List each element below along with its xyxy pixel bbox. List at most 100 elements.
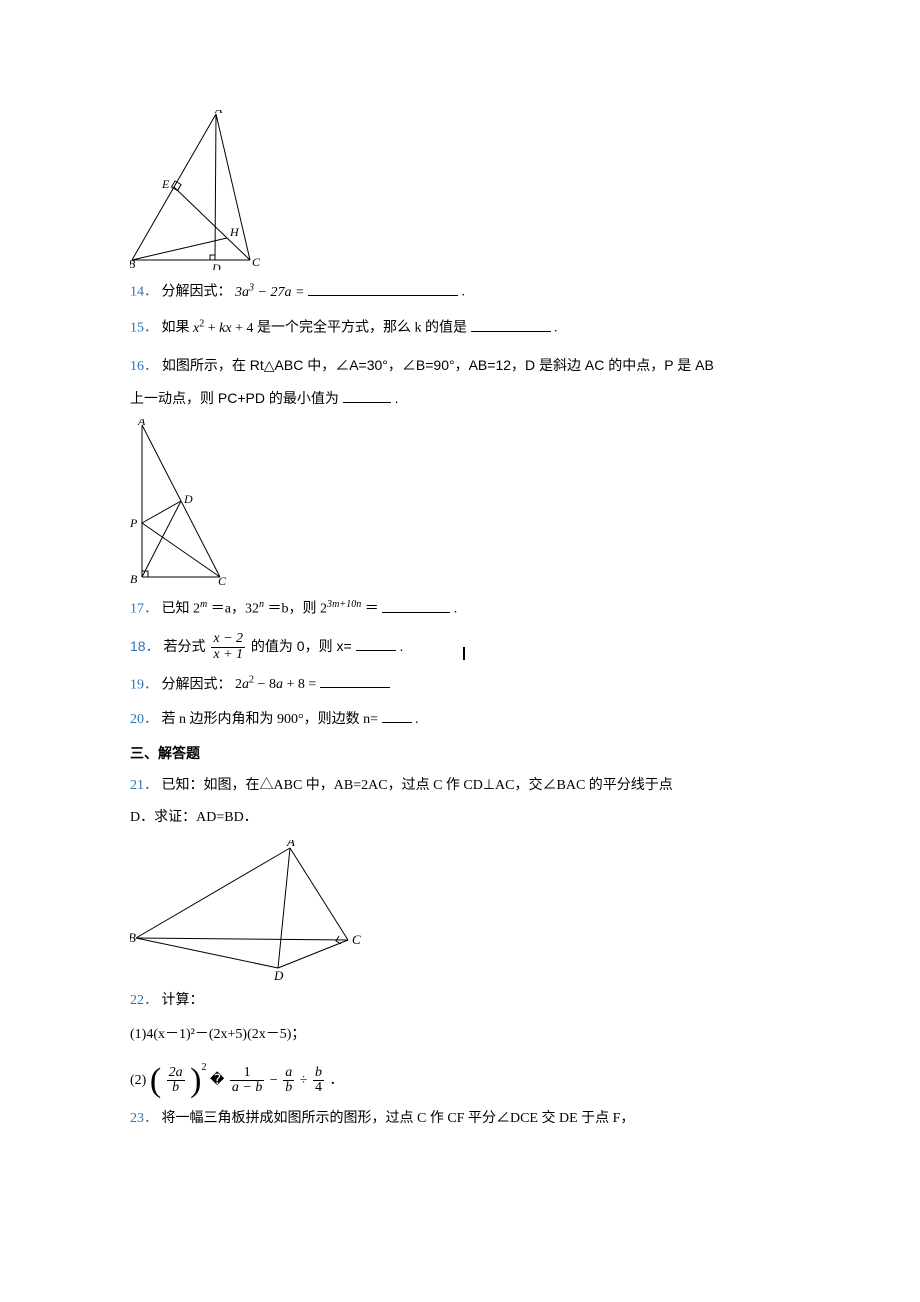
qnum-15: 15． — [130, 321, 158, 336]
qnum-20: 20． — [130, 712, 158, 727]
svg-text:A: A — [214, 110, 223, 116]
q17-mid3: ＝ — [365, 602, 379, 617]
q22-tail: ． — [329, 1073, 343, 1088]
svg-text:C: C — [352, 932, 361, 947]
question-17: 17． 已知 2m ＝a，32n ＝b，则 23m+10n ＝ . — [130, 595, 790, 623]
q16-post: . — [395, 390, 399, 406]
q14-blank — [308, 282, 458, 295]
section-3-title: 三、解答题 — [130, 744, 790, 765]
question-16: 16． 如图所示，在 Rt△ABC 中，∠A=30°，∠B=90°，AB=12，… — [130, 351, 790, 381]
q15-blank — [471, 319, 551, 332]
q17-blank — [382, 599, 450, 612]
q22-p2-prefix: (2) — [130, 1073, 146, 1088]
q19-pre: 分解因式： — [162, 677, 232, 692]
q18-post: . — [399, 638, 403, 654]
q22-f1-num: 1 — [230, 1066, 264, 1081]
cursor-marker — [460, 644, 468, 665]
svg-text:A: A — [137, 419, 146, 428]
q17-mid1: ＝a，32 — [211, 602, 259, 617]
qnum-18: 18． — [130, 638, 160, 654]
q18-frac-num: x − 2 — [211, 632, 245, 647]
q22-f2-num: a — [283, 1066, 294, 1081]
q21-line2: D．求证：AD=BD． — [130, 810, 258, 825]
q18-frac-den: x + 1 — [211, 647, 245, 663]
svg-text:A: A — [286, 840, 295, 849]
svg-text:C: C — [218, 574, 227, 587]
q22-part1: (1)4(x－1)²－(2x+5)(2x－5)； — [130, 1022, 790, 1049]
q14-post: . — [461, 285, 465, 300]
svg-text:P: P — [130, 516, 138, 530]
q22-f3-num: b — [313, 1066, 324, 1081]
q17-exp2: n — [259, 599, 264, 610]
q18-pre: 若分式 — [163, 638, 209, 654]
q15-pre: 如果 — [162, 321, 194, 336]
q14-pre: 分解因式： — [162, 285, 232, 300]
q15-math: x2 + kx + 4 — [193, 321, 254, 336]
q22-f1: 1 a − b — [228, 1066, 266, 1096]
question-14: 14． 分解因式： 3a3 − 27a = . — [130, 278, 790, 306]
question-23: 23． 将一幅三角板拼成如图所示的图形，过点 C 作 CF 平分∠DCE 交 D… — [130, 1106, 790, 1133]
svg-text:E: E — [161, 177, 170, 191]
q18-fraction: x − 2 x + 1 — [209, 632, 247, 662]
q16-line2-pre: 上一动点，则 PC+PD 的最小值为 — [130, 390, 339, 406]
q23-txt: 将一幅三角板拼成如图所示的图形，过点 C 作 CF 平分∠DCE 交 DE 于点… — [162, 1111, 635, 1126]
q20-txt: 若 n 边形内角和为 900°，则边数 n= — [162, 712, 379, 727]
svg-text:B: B — [130, 572, 138, 586]
question-22: 22． 计算： — [130, 988, 790, 1015]
q22-f3: b 4 — [311, 1066, 326, 1096]
q16-line1: 如图所示，在 Rt△ABC 中，∠A=30°，∠B=90°，AB=12，D 是斜… — [162, 357, 714, 373]
figure-q21: A B C D — [130, 840, 370, 980]
q18-mid: 的值为 0，则 x= — [251, 638, 352, 654]
cursor-icon — [463, 647, 465, 660]
q22-diamond: � — [210, 1071, 224, 1087]
q16-blank — [343, 389, 391, 402]
lparen-icon: ( — [150, 1064, 161, 1098]
q20-post: . — [415, 712, 419, 727]
q22-minus: − — [270, 1073, 281, 1088]
question-21: 21． 已知：如图，在△ABC 中，AB=2AC，过点 C 作 CD⊥AC，交∠… — [130, 773, 790, 800]
qnum-22: 22． — [130, 993, 158, 1008]
question-19: 19． 分解因式： 2a2 − 8a + 8 = — [130, 671, 790, 699]
svg-text:D: D — [183, 492, 193, 506]
q17-pre: 已知 2 — [162, 602, 201, 617]
q20-blank — [382, 710, 412, 723]
svg-text:C: C — [252, 255, 260, 269]
q22-div: ÷ — [300, 1073, 311, 1088]
q22-f3-den: 4 — [313, 1080, 324, 1096]
q22-pf-num: 2a — [167, 1066, 185, 1081]
q17-exp3: 3m+10n — [327, 599, 361, 610]
question-15: 15． 如果 x2 + kx + 4 是一个完全平方式，那么 k 的值是 . — [130, 314, 790, 342]
q15-mid: 是一个完全平方式，那么 k 的值是 — [257, 321, 467, 336]
qnum-17: 17． — [130, 602, 158, 617]
q22-paren-frac: 2a b — [165, 1066, 187, 1096]
q22-pf-den: b — [167, 1080, 185, 1096]
q15-post: . — [554, 321, 558, 336]
q22-f2-den: b — [283, 1080, 294, 1096]
question-16-line2: 上一动点，则 PC+PD 的最小值为 . — [130, 385, 790, 412]
q18-blank — [356, 638, 396, 651]
svg-text:B: B — [130, 930, 136, 945]
svg-text:D: D — [273, 968, 284, 980]
figure-q16: A B C D P — [130, 419, 230, 587]
figure-q13: A B C D E H — [130, 110, 260, 270]
q22-paren-exp: 2 — [201, 1062, 206, 1073]
q19-math: 2a2 − 8a + 8 = — [235, 677, 316, 692]
question-20: 20． 若 n 边形内角和为 900°，则边数 n= . — [130, 707, 790, 734]
q22-title: 计算： — [162, 993, 204, 1008]
q19-blank — [320, 675, 390, 688]
qnum-16: 16． — [130, 359, 158, 374]
qnum-23: 23． — [130, 1111, 158, 1126]
svg-text:H: H — [229, 225, 240, 239]
q21-line1: 已知：如图，在△ABC 中，AB=2AC，过点 C 作 CD⊥AC，交∠BAC … — [162, 778, 673, 793]
q17-mid2: ＝b，则 2 — [268, 602, 328, 617]
q17-post: . — [454, 602, 458, 617]
q17-exp1: m — [200, 599, 207, 610]
q22-f1-den: a − b — [230, 1080, 264, 1096]
q22-part2: (2) ( 2a b )2 � 1 a − b − a b ÷ b 4 ． — [130, 1057, 790, 1098]
rparen-icon: ) — [190, 1064, 201, 1098]
q22-f2: a b — [281, 1066, 296, 1096]
qnum-14: 14． — [130, 285, 158, 300]
qnum-19: 19． — [130, 677, 158, 692]
qnum-21: 21． — [130, 778, 158, 793]
q14-math: 3a3 − 27a = — [235, 285, 304, 300]
